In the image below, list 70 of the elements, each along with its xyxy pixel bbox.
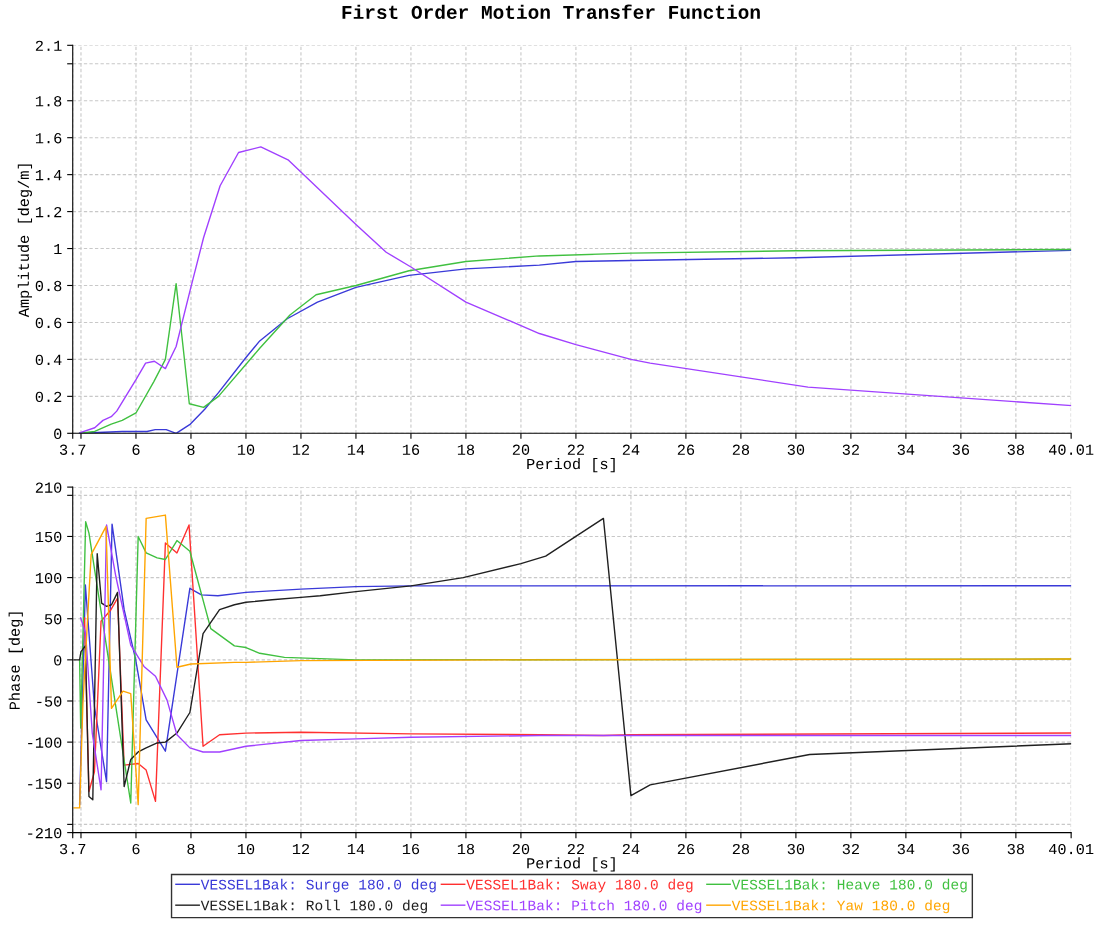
y-tick-label: 1: [54, 244, 62, 255]
y-tick-label: 1.6: [35, 133, 62, 144]
y-tick-label: 1.4: [35, 170, 62, 181]
y-tick-label: -100: [28, 737, 62, 748]
y-tick-label: 1.2: [35, 206, 62, 218]
legend-label: VESSEL1Bak: Yaw 180.0 deg: [731, 899, 950, 914]
x-tick-label: 32: [842, 444, 859, 455]
x-tick-label: 24: [622, 444, 640, 455]
x-tick-label: 10: [237, 444, 255, 455]
x-tick-label: 18: [457, 843, 475, 855]
x-tick-label: 3.7: [59, 444, 86, 455]
y-tick-label: 0: [54, 428, 62, 439]
y-tick-label: 1.8: [35, 96, 62, 107]
x-tick-label: 12: [292, 444, 310, 455]
y-tick-label: 0.4: [35, 354, 62, 366]
legend-label: VESSEL1Bak: Heave 180.0 deg: [731, 878, 967, 893]
x-tick-label: 32: [842, 843, 859, 855]
legend-label: VESSEL1Bak: Roll 180.0 deg: [200, 899, 427, 914]
x-tick-label: 10: [237, 843, 255, 855]
x-tick-label: 6: [132, 444, 140, 455]
x-tick-label: 24: [622, 843, 640, 855]
y-tick-label: 210: [35, 482, 62, 493]
x-tick-label: 36: [952, 843, 970, 855]
y-tick-label: 0.8: [35, 280, 62, 292]
legend-label: VESSEL1Bak: Sway 180.0 deg: [466, 878, 693, 893]
y-tick-label: -50: [37, 696, 62, 707]
x-tick-label: 22: [567, 444, 585, 455]
x-tick-label: 16: [402, 444, 420, 455]
x-tick-label: 12: [292, 843, 310, 855]
x-tick-label: 8: [187, 843, 195, 855]
y-tick-label: 150: [35, 531, 62, 543]
x-tick-label: 38: [1007, 843, 1025, 855]
x-tick-label: 20: [512, 843, 530, 855]
x-tick-label: 40.01: [1048, 444, 1094, 455]
x-tick-label: 18: [457, 444, 475, 455]
x-tick-label: 6: [132, 843, 140, 855]
x-tick-label: 26: [677, 444, 695, 455]
x-tick-label: 28: [732, 444, 750, 455]
x-tick-label: 34: [897, 843, 915, 855]
x-tick-label: 26: [677, 843, 695, 855]
x-tick-label: 30: [787, 843, 805, 855]
line-series: [78, 146, 1072, 434]
y-tick-label: 2.1: [35, 40, 62, 51]
x-axis-title: Period [s]: [527, 457, 615, 473]
y-tick-label: -210: [28, 827, 62, 839]
y-axis-title: Amplitude [deg/m]: [17, 164, 33, 318]
x-tick-label: 36: [952, 444, 970, 455]
y-tick-label: 100: [35, 572, 62, 584]
x-tick-label: 8: [187, 444, 195, 455]
x-tick-label: 20: [512, 444, 530, 455]
x-tick-label: 22: [567, 843, 585, 855]
y-tick-label: 0.6: [35, 317, 62, 329]
y-tick-label: 0.2: [35, 391, 62, 403]
x-tick-label: 40.01: [1048, 843, 1094, 855]
x-tick-label: 14: [347, 844, 365, 855]
x-tick-label: 38: [1007, 444, 1025, 455]
x-tick-label: 34: [897, 444, 915, 455]
legend-label: VESSEL1Bak: Pitch 180.0 deg: [466, 899, 702, 914]
y-tick-label: 0: [54, 655, 62, 666]
y-tick-label: -150: [28, 778, 62, 789]
legend-label: VESSEL1Bak: Surge 180.0 deg: [200, 878, 436, 893]
x-tick-label: 14: [347, 444, 365, 455]
x-tick-label: 16: [402, 843, 420, 855]
x-tick-label: 28: [732, 843, 750, 855]
x-tick-label: 30: [787, 444, 805, 455]
chart-title: First Order Motion Transfer Function: [342, 4, 760, 19]
y-tick-label: 50: [44, 614, 62, 625]
x-tick-label: 3.7: [59, 843, 86, 855]
y-axis-title: Phase [deg]: [8, 612, 23, 710]
x-axis-title: Period [s]: [527, 857, 615, 872]
